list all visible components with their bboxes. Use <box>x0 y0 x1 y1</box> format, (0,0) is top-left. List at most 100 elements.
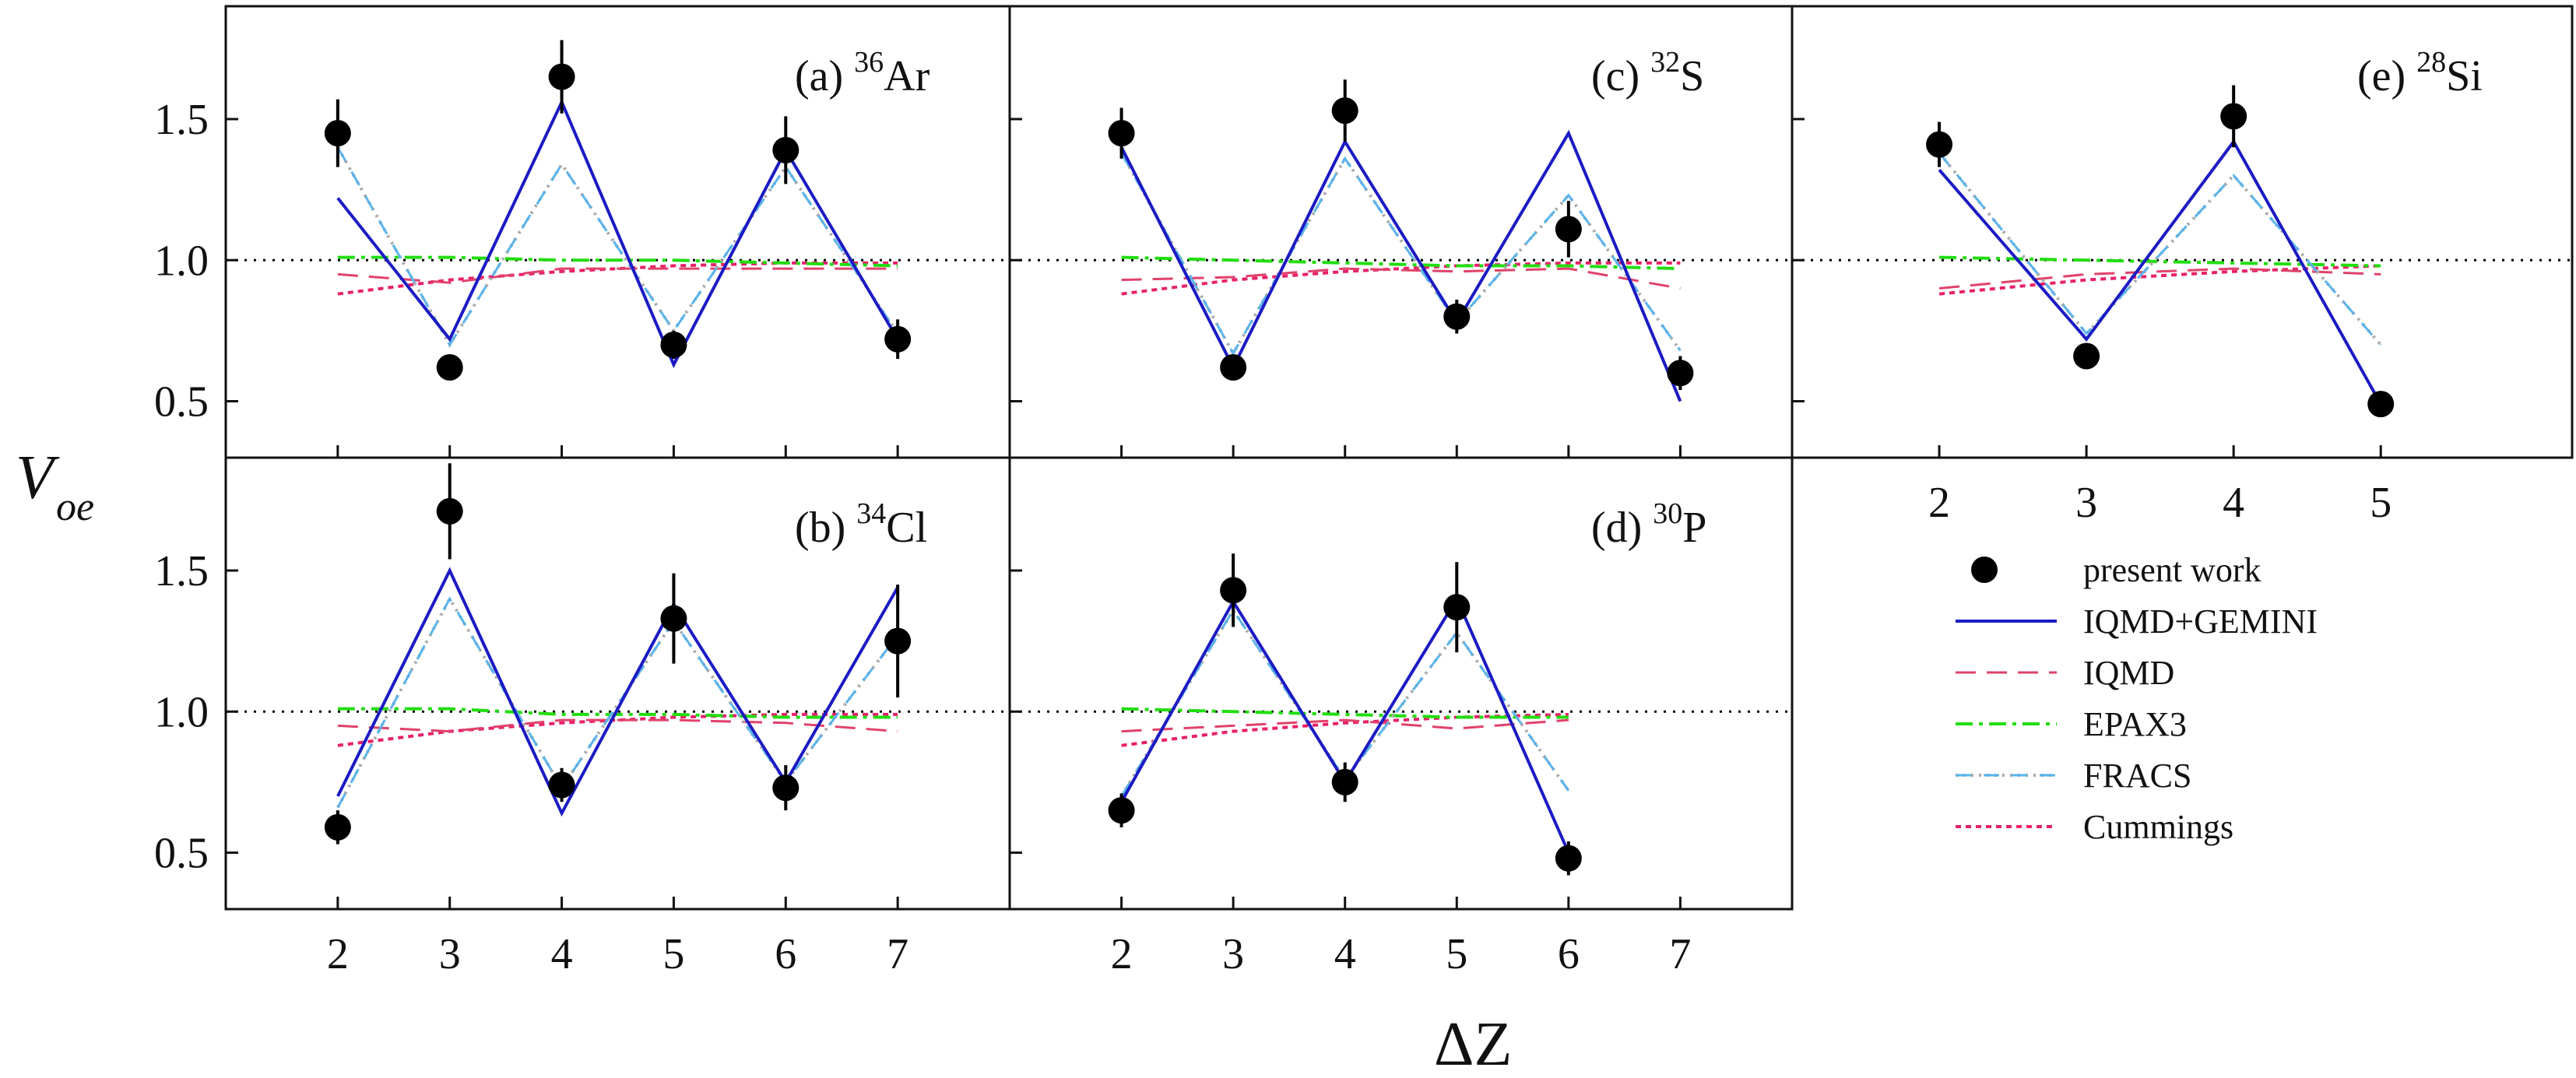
series-epax3 <box>1121 255 1681 271</box>
legend-label: EPAX3 <box>2083 705 2187 743</box>
data-marker <box>436 354 463 381</box>
panel-frame <box>1791 5 2574 459</box>
series-fracs-dot <box>1938 152 2382 346</box>
data-marker <box>2073 342 2100 370</box>
legend: present work IQMD+GEMINI IQMD EPAX3 FRACS Cum… <box>1956 551 2318 846</box>
data-marker <box>660 605 687 632</box>
data-point <box>660 330 687 360</box>
series-epax3 <box>1121 707 1569 719</box>
data-marker <box>1108 120 1135 147</box>
data-marker <box>1331 97 1358 125</box>
data-marker <box>1331 768 1358 795</box>
series-iqmd <box>1938 267 2381 290</box>
data-point <box>772 116 800 184</box>
panel-label-element: S <box>1680 52 1704 100</box>
data-marker <box>1220 354 1247 381</box>
data-marker <box>548 771 575 799</box>
series-fracs <box>1938 152 2382 346</box>
plot-area <box>226 40 1010 381</box>
legend-entry-gemini: IQMD+GEMINI <box>1956 602 2318 641</box>
data-point <box>1443 562 1471 653</box>
data-marker <box>772 136 800 163</box>
panel-label-mass: 32 <box>1650 46 1680 79</box>
x-tick-label: 2 <box>1111 930 1133 978</box>
panel-label-mass: 34 <box>856 497 886 530</box>
legend-entry-cummings: Cummings <box>1956 808 2233 846</box>
x-tick-label: 7 <box>1669 930 1691 978</box>
legend-label: present work <box>2083 551 2261 589</box>
panel-label: (c) 32S <box>1591 46 1704 100</box>
y-tick-label: 1.0 <box>154 688 209 736</box>
series-iqmd <box>337 718 898 733</box>
panel-label: (a) 36Ar <box>795 46 930 100</box>
x-axis-title: ΔZ <box>1434 1010 1512 1078</box>
data-point <box>1331 79 1358 142</box>
series-iqmd-gemini <box>336 567 899 817</box>
series-epax3 <box>337 255 898 268</box>
series-cummings <box>1121 261 1681 296</box>
x-tick-label: 7 <box>887 930 908 978</box>
panel-frame <box>1008 456 1794 911</box>
legend-entry-data: present work <box>1971 551 2261 589</box>
data-point <box>1555 201 1582 258</box>
panel-label: (e) 28Si <box>2357 46 2483 100</box>
x-tick-label: 5 <box>1446 930 1467 978</box>
series-iqmd <box>1121 267 1681 290</box>
x-tick-label: 5 <box>662 930 684 978</box>
data-marker <box>2220 103 2247 130</box>
y-tick-label: 1.0 <box>154 237 209 285</box>
y-tick-label: 0.5 <box>154 378 209 427</box>
data-point <box>2220 85 2247 148</box>
data-marker <box>1443 303 1471 330</box>
panel-label-id: (d) <box>1591 504 1653 552</box>
data-marker <box>1926 131 1953 158</box>
x-tick-label: 6 <box>775 930 796 978</box>
x-tick-label: 3 <box>2075 479 2097 527</box>
data-point <box>1926 121 1953 167</box>
series-iqmd <box>337 267 898 284</box>
data-point <box>2367 391 2395 418</box>
panel-label-id: (c) <box>1591 52 1650 100</box>
data-marker <box>1667 360 1694 387</box>
series-epax3 <box>1939 255 2381 268</box>
series-fracs <box>1120 152 1682 356</box>
panel-d: 2 3 4 5 6 7 (d) 30P <box>1008 456 1794 978</box>
x-tick-label: 6 <box>1558 930 1580 978</box>
data-marker <box>1443 594 1471 621</box>
data-point <box>1108 107 1135 159</box>
panel-label-element: Ar <box>884 52 930 100</box>
y-axis-title-sub: oe <box>56 485 94 529</box>
panel-e: 2 3 4 5 (e) 28Si <box>1791 5 2574 527</box>
y-tick-label: 0.5 <box>154 830 209 878</box>
y-axis-title-main: V <box>16 444 60 512</box>
x-tick-label: 3 <box>439 930 461 978</box>
data-marker <box>1555 216 1582 243</box>
plot-area <box>1010 553 1792 876</box>
series-iqmd-gemini <box>336 98 899 369</box>
data-marker <box>548 63 575 90</box>
data-marker <box>884 325 912 353</box>
data-marker <box>660 332 687 358</box>
plot-area <box>1792 85 2572 418</box>
data-point <box>660 573 687 664</box>
panel-label-mass: 30 <box>1653 497 1682 530</box>
panel-c: (c) 32S <box>1008 5 1794 459</box>
series-epax3 <box>337 707 898 719</box>
data-point <box>548 40 575 114</box>
x-tick-label: 5 <box>2370 479 2391 527</box>
panel-b: 0.51.01.52 3 4 5 6 7(b) 34Cl <box>154 456 1011 978</box>
data-point <box>1331 762 1358 802</box>
data-marker <box>1108 797 1135 824</box>
x-tick-label: 4 <box>551 930 573 978</box>
series-iqmd-gemini <box>1938 139 2382 406</box>
legend-label: Cummings <box>2083 808 2233 846</box>
series-fracs <box>336 146 899 347</box>
legend-entry-epax: EPAX3 <box>1956 705 2187 743</box>
data-marker <box>324 813 351 841</box>
data-point <box>436 463 463 560</box>
panel-label-element: P <box>1682 504 1706 552</box>
panel-label-mass: 28 <box>2416 46 2446 79</box>
panel-label-mass: 36 <box>854 46 884 79</box>
data-marker <box>1555 844 1582 872</box>
